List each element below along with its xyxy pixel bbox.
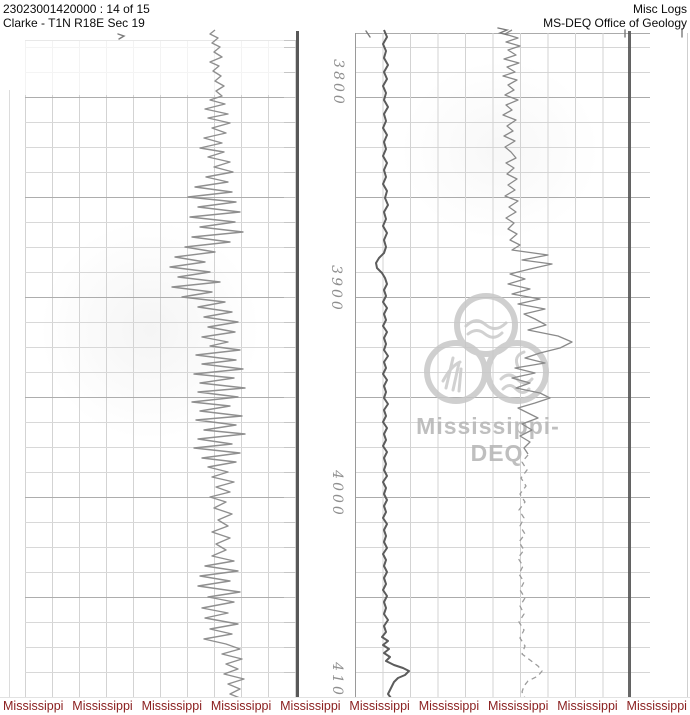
footer-watermark-word: Mississippi — [418, 699, 480, 713]
footer-watermark-word: Mississippi — [210, 699, 272, 713]
well-id-page-count: 23023001420000 : 14 of 15 — [3, 2, 150, 16]
depth-label-4000: 4000 — [329, 469, 345, 518]
depth-track-ticks — [284, 40, 296, 697]
right-track-dark-curve — [375, 29, 410, 699]
footer-watermark-row: Mississippi Mississippi Mississippi Miss… — [0, 697, 690, 715]
right-track-dashed-curve — [517, 454, 543, 699]
footer-watermark-word: Mississippi — [141, 699, 202, 713]
depth-label-3800: 3800 — [330, 59, 346, 107]
right-track-resistivity-curve — [502, 29, 573, 455]
left-track-right-border — [296, 31, 299, 697]
right-track-left-border — [355, 33, 356, 697]
right-track-grid-vertical — [355, 33, 632, 697]
footer-watermark-word: Mississippi — [626, 699, 687, 713]
header-right-block: Misc Logs MS-DEQ Office of Geology — [543, 2, 687, 30]
scan-artifacts — [117, 27, 683, 40]
footer-watermark-word: Mississippi — [487, 699, 549, 713]
footer-watermark-word: Mississippi — [280, 699, 341, 713]
footer-watermark-word: Mississippi — [3, 699, 64, 713]
footer-watermark-word: Mississippi — [557, 699, 618, 713]
scan-right-edge-line — [687, 33, 688, 697]
left-track-curve — [169, 29, 246, 701]
depth-label-3900: 3900 — [328, 265, 344, 313]
log-category: Misc Logs — [632, 2, 687, 16]
left-track-fade — [10, 33, 292, 95]
watermark-line1: Mississippi- — [416, 413, 560, 439]
page-header: 23023001420000 : 14 of 15 Clarke - T1N R… — [0, 0, 690, 30]
footer-watermark-word: Mississippi — [349, 699, 410, 713]
scan-left-edge-line — [9, 90, 10, 697]
well-location: Clarke - T1N R18E Sec 19 — [3, 16, 145, 30]
left-track-grid — [25, 40, 297, 697]
right-track-heavy-line — [628, 31, 631, 697]
mdeq-watermark-logo: Mississippi- DEQ — [416, 293, 560, 466]
header-left-block: 23023001420000 : 14 of 15 Clarke - T1N R… — [3, 2, 150, 30]
footer-watermark-word: Mississippi — [72, 699, 133, 713]
agency-name: MS-DEQ Office of Geology — [543, 16, 687, 30]
watermark-line2: DEQ — [471, 440, 524, 466]
depth-labels: 3800 3900 4000 4100 — [328, 59, 346, 710]
